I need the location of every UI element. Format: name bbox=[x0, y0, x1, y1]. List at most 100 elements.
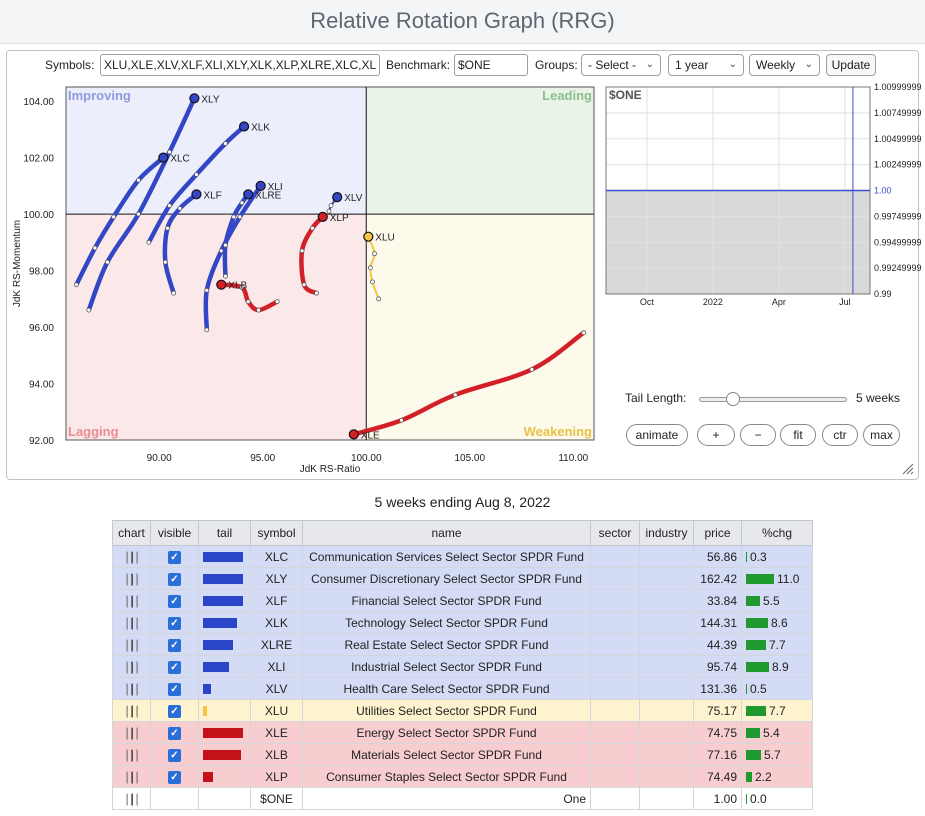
benchmark-input[interactable] bbox=[454, 54, 528, 76]
chart-cell[interactable]: │┃│ bbox=[112, 699, 151, 722]
visible-cell[interactable]: ✓ bbox=[150, 765, 199, 788]
visible-cell[interactable]: ✓ bbox=[150, 633, 199, 656]
symbol-cell[interactable]: XLE bbox=[250, 721, 303, 744]
symbol-cell[interactable]: XLRE bbox=[250, 633, 303, 656]
chart-cell[interactable]: │┃│ bbox=[112, 721, 151, 744]
chart-cell[interactable]: │┃│ bbox=[112, 589, 151, 612]
candlestick-chart-icon[interactable]: │┃│ bbox=[123, 662, 140, 674]
symbols-input[interactable] bbox=[100, 54, 380, 76]
head-xly[interactable] bbox=[189, 93, 200, 104]
col-tail[interactable]: tail bbox=[198, 520, 251, 546]
visible-checkbox[interactable]: ✓ bbox=[168, 573, 181, 586]
visible-checkbox[interactable]: ✓ bbox=[168, 595, 181, 608]
visible-cell[interactable]: ✓ bbox=[150, 567, 199, 590]
groups-select[interactable]: - Select - ⌄ bbox=[581, 54, 661, 76]
head-xlre[interactable] bbox=[243, 189, 254, 200]
candlestick-chart-icon[interactable]: │┃│ bbox=[123, 596, 140, 608]
table-row[interactable]: │┃│ ✓ XLY Consumer Discretionary Select Sec… bbox=[112, 567, 813, 590]
period-select[interactable]: 1 year ⌄ bbox=[668, 54, 744, 76]
resize-handle-icon[interactable] bbox=[902, 463, 914, 475]
col-visible[interactable]: visible bbox=[150, 520, 199, 546]
chart-cell[interactable]: │┃│ bbox=[112, 787, 151, 810]
table-row[interactable]: │┃│ ✓ XLB Materials Select Sector SPDR Fund… bbox=[112, 743, 813, 766]
chart-cell[interactable]: │┃│ bbox=[112, 545, 151, 568]
visible-cell[interactable]: ✓ bbox=[150, 743, 199, 766]
col-industry[interactable]: industry bbox=[639, 520, 694, 546]
candlestick-chart-icon[interactable]: │┃│ bbox=[123, 772, 140, 784]
visible-cell[interactable]: ✓ bbox=[150, 677, 199, 700]
candlestick-chart-icon[interactable]: │┃│ bbox=[123, 728, 140, 740]
head-xlf[interactable] bbox=[191, 189, 202, 200]
col-chart[interactable]: chart bbox=[112, 520, 151, 546]
chart-cell[interactable]: │┃│ bbox=[112, 765, 151, 788]
visible-checkbox[interactable]: ✓ bbox=[168, 639, 181, 652]
candlestick-chart-icon[interactable]: │┃│ bbox=[123, 750, 140, 762]
zoom-in-button[interactable]: + bbox=[697, 424, 735, 446]
table-row[interactable]: │┃│ ✓ XLP Consumer Staples Select Sector SP… bbox=[112, 765, 813, 788]
symbol-cell[interactable]: XLY bbox=[250, 567, 303, 590]
visible-checkbox[interactable]: ✓ bbox=[168, 771, 181, 784]
animate-button[interactable]: animate bbox=[626, 424, 688, 446]
head-xlp[interactable] bbox=[317, 211, 328, 223]
visible-cell[interactable]: ✓ bbox=[150, 545, 199, 568]
fit-button[interactable]: fit bbox=[780, 424, 816, 446]
table-row[interactable]: │┃│ ✓ XLI Industrial Select Sector SPDR Fun… bbox=[112, 655, 813, 678]
col-sector[interactable]: sector bbox=[590, 520, 640, 546]
tail-length-slider[interactable] bbox=[699, 392, 847, 406]
col-symbol[interactable]: symbol bbox=[250, 520, 303, 546]
visible-cell[interactable]: ✓ bbox=[150, 611, 199, 634]
zoom-out-button[interactable]: − bbox=[740, 424, 776, 446]
symbol-cell[interactable]: XLK bbox=[250, 611, 303, 634]
center-button[interactable]: ctr bbox=[822, 424, 858, 446]
table-row[interactable]: │┃│ ✓ XLC Communication Services Select Sec… bbox=[112, 545, 813, 568]
candlestick-chart-icon[interactable]: │┃│ bbox=[123, 706, 140, 718]
symbol-cell[interactable]: XLF bbox=[250, 589, 303, 612]
candlestick-chart-icon[interactable]: │┃│ bbox=[123, 552, 140, 564]
candlestick-chart-icon[interactable]: │┃│ bbox=[123, 640, 140, 652]
symbol-cell[interactable]: XLC bbox=[250, 545, 303, 568]
head-xle[interactable] bbox=[348, 429, 359, 440]
update-button[interactable]: Update bbox=[826, 54, 876, 76]
candlestick-chart-icon[interactable]: │┃│ bbox=[123, 684, 140, 696]
table-row[interactable]: │┃│ $ONE One 1.00 0.0 bbox=[112, 787, 813, 810]
symbol-cell[interactable]: XLP bbox=[250, 765, 303, 788]
chart-cell[interactable]: │┃│ bbox=[112, 633, 151, 656]
candlestick-chart-icon[interactable]: │┃│ bbox=[123, 794, 140, 806]
chart-cell[interactable]: │┃│ bbox=[112, 655, 151, 678]
visible-cell[interactable]: ✓ bbox=[150, 655, 199, 678]
table-row[interactable]: │┃│ ✓ XLU Utilities Select Sector SPDR Fund… bbox=[112, 699, 813, 722]
head-xli[interactable] bbox=[255, 180, 266, 191]
visible-checkbox[interactable]: ✓ bbox=[168, 705, 181, 718]
candlestick-chart-icon[interactable]: │┃│ bbox=[123, 574, 140, 586]
visible-cell[interactable]: ✓ bbox=[150, 721, 199, 744]
symbol-cell[interactable]: $ONE bbox=[250, 787, 303, 810]
table-row[interactable]: │┃│ ✓ XLRE Real Estate Select Sector SPDR F… bbox=[112, 633, 813, 656]
visible-checkbox[interactable]: ✓ bbox=[168, 683, 181, 696]
table-row[interactable]: │┃│ ✓ XLV Health Care Select Sector SPDR Fu… bbox=[112, 677, 813, 700]
visible-checkbox[interactable]: ✓ bbox=[168, 551, 181, 564]
head-xlk[interactable] bbox=[238, 121, 250, 132]
symbol-cell[interactable]: XLU bbox=[250, 699, 303, 722]
visible-checkbox[interactable]: ✓ bbox=[168, 617, 181, 630]
symbol-cell[interactable]: XLB bbox=[250, 743, 303, 766]
col-price[interactable]: price bbox=[693, 520, 742, 546]
visible-checkbox[interactable]: ✓ bbox=[168, 661, 181, 674]
chart-cell[interactable]: │┃│ bbox=[112, 677, 151, 700]
table-row[interactable]: │┃│ ✓ XLF Financial Select Sector SPDR Fund… bbox=[112, 589, 813, 612]
col-name[interactable]: name bbox=[302, 520, 591, 546]
symbol-cell[interactable]: XLI bbox=[250, 655, 303, 678]
table-row[interactable]: │┃│ ✓ XLK Technology Select Sector SPDR Fun… bbox=[112, 611, 813, 634]
head-xlv[interactable] bbox=[332, 192, 343, 203]
candlestick-chart-icon[interactable]: │┃│ bbox=[123, 618, 140, 630]
table-row[interactable]: │┃│ ✓ XLE Energy Select Sector SPDR Fund 74.… bbox=[112, 721, 813, 744]
frequency-select[interactable]: Weekly ⌄ bbox=[749, 54, 820, 76]
visible-cell[interactable]: ✓ bbox=[150, 699, 199, 722]
head-xlc[interactable] bbox=[158, 152, 169, 163]
symbol-cell[interactable]: XLV bbox=[250, 677, 303, 700]
visible-checkbox[interactable]: ✓ bbox=[168, 727, 181, 740]
visible-cell[interactable] bbox=[150, 787, 199, 810]
head-xlu[interactable] bbox=[363, 231, 374, 242]
chart-cell[interactable]: │┃│ bbox=[112, 567, 151, 590]
head-xlb[interactable] bbox=[216, 279, 227, 290]
max-button[interactable]: max bbox=[863, 424, 900, 446]
